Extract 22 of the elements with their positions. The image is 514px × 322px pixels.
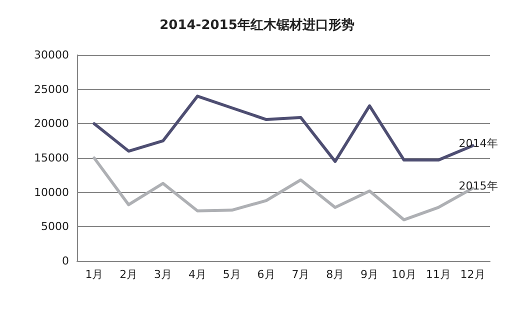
x-tick-label: 3月 bbox=[154, 268, 172, 281]
x-tick-label: 4月 bbox=[188, 268, 206, 281]
x-tick-label: 8月 bbox=[326, 268, 344, 281]
y-tick-label: 25000 bbox=[34, 82, 69, 96]
x-tick-label: 11月 bbox=[426, 268, 451, 281]
x-tick-label: 6月 bbox=[257, 268, 276, 281]
y-tick-label: 10000 bbox=[34, 186, 69, 199]
series-label: 2015年 bbox=[458, 180, 498, 193]
y-tick-label: 5000 bbox=[41, 220, 69, 234]
x-tick-label: 1月 bbox=[85, 268, 104, 281]
x-tick-label: 12月 bbox=[460, 268, 486, 281]
y-tick-label: 0 bbox=[62, 254, 69, 268]
series-label: 2014年 bbox=[458, 137, 498, 150]
y-tick-label: 15000 bbox=[34, 152, 69, 164]
x-tick-label: 7月 bbox=[292, 268, 310, 281]
x-tick-label: 9月 bbox=[360, 268, 379, 281]
y-tick-label: 20000 bbox=[34, 117, 69, 130]
x-tick-label: 10月 bbox=[391, 268, 416, 281]
y-tick-label: 30000 bbox=[34, 48, 69, 62]
chart-title: 2014-2015年红木锯材进口形势 bbox=[160, 17, 354, 33]
x-tick-label: 5月 bbox=[222, 268, 241, 281]
x-tick-label: 2月 bbox=[120, 268, 138, 281]
